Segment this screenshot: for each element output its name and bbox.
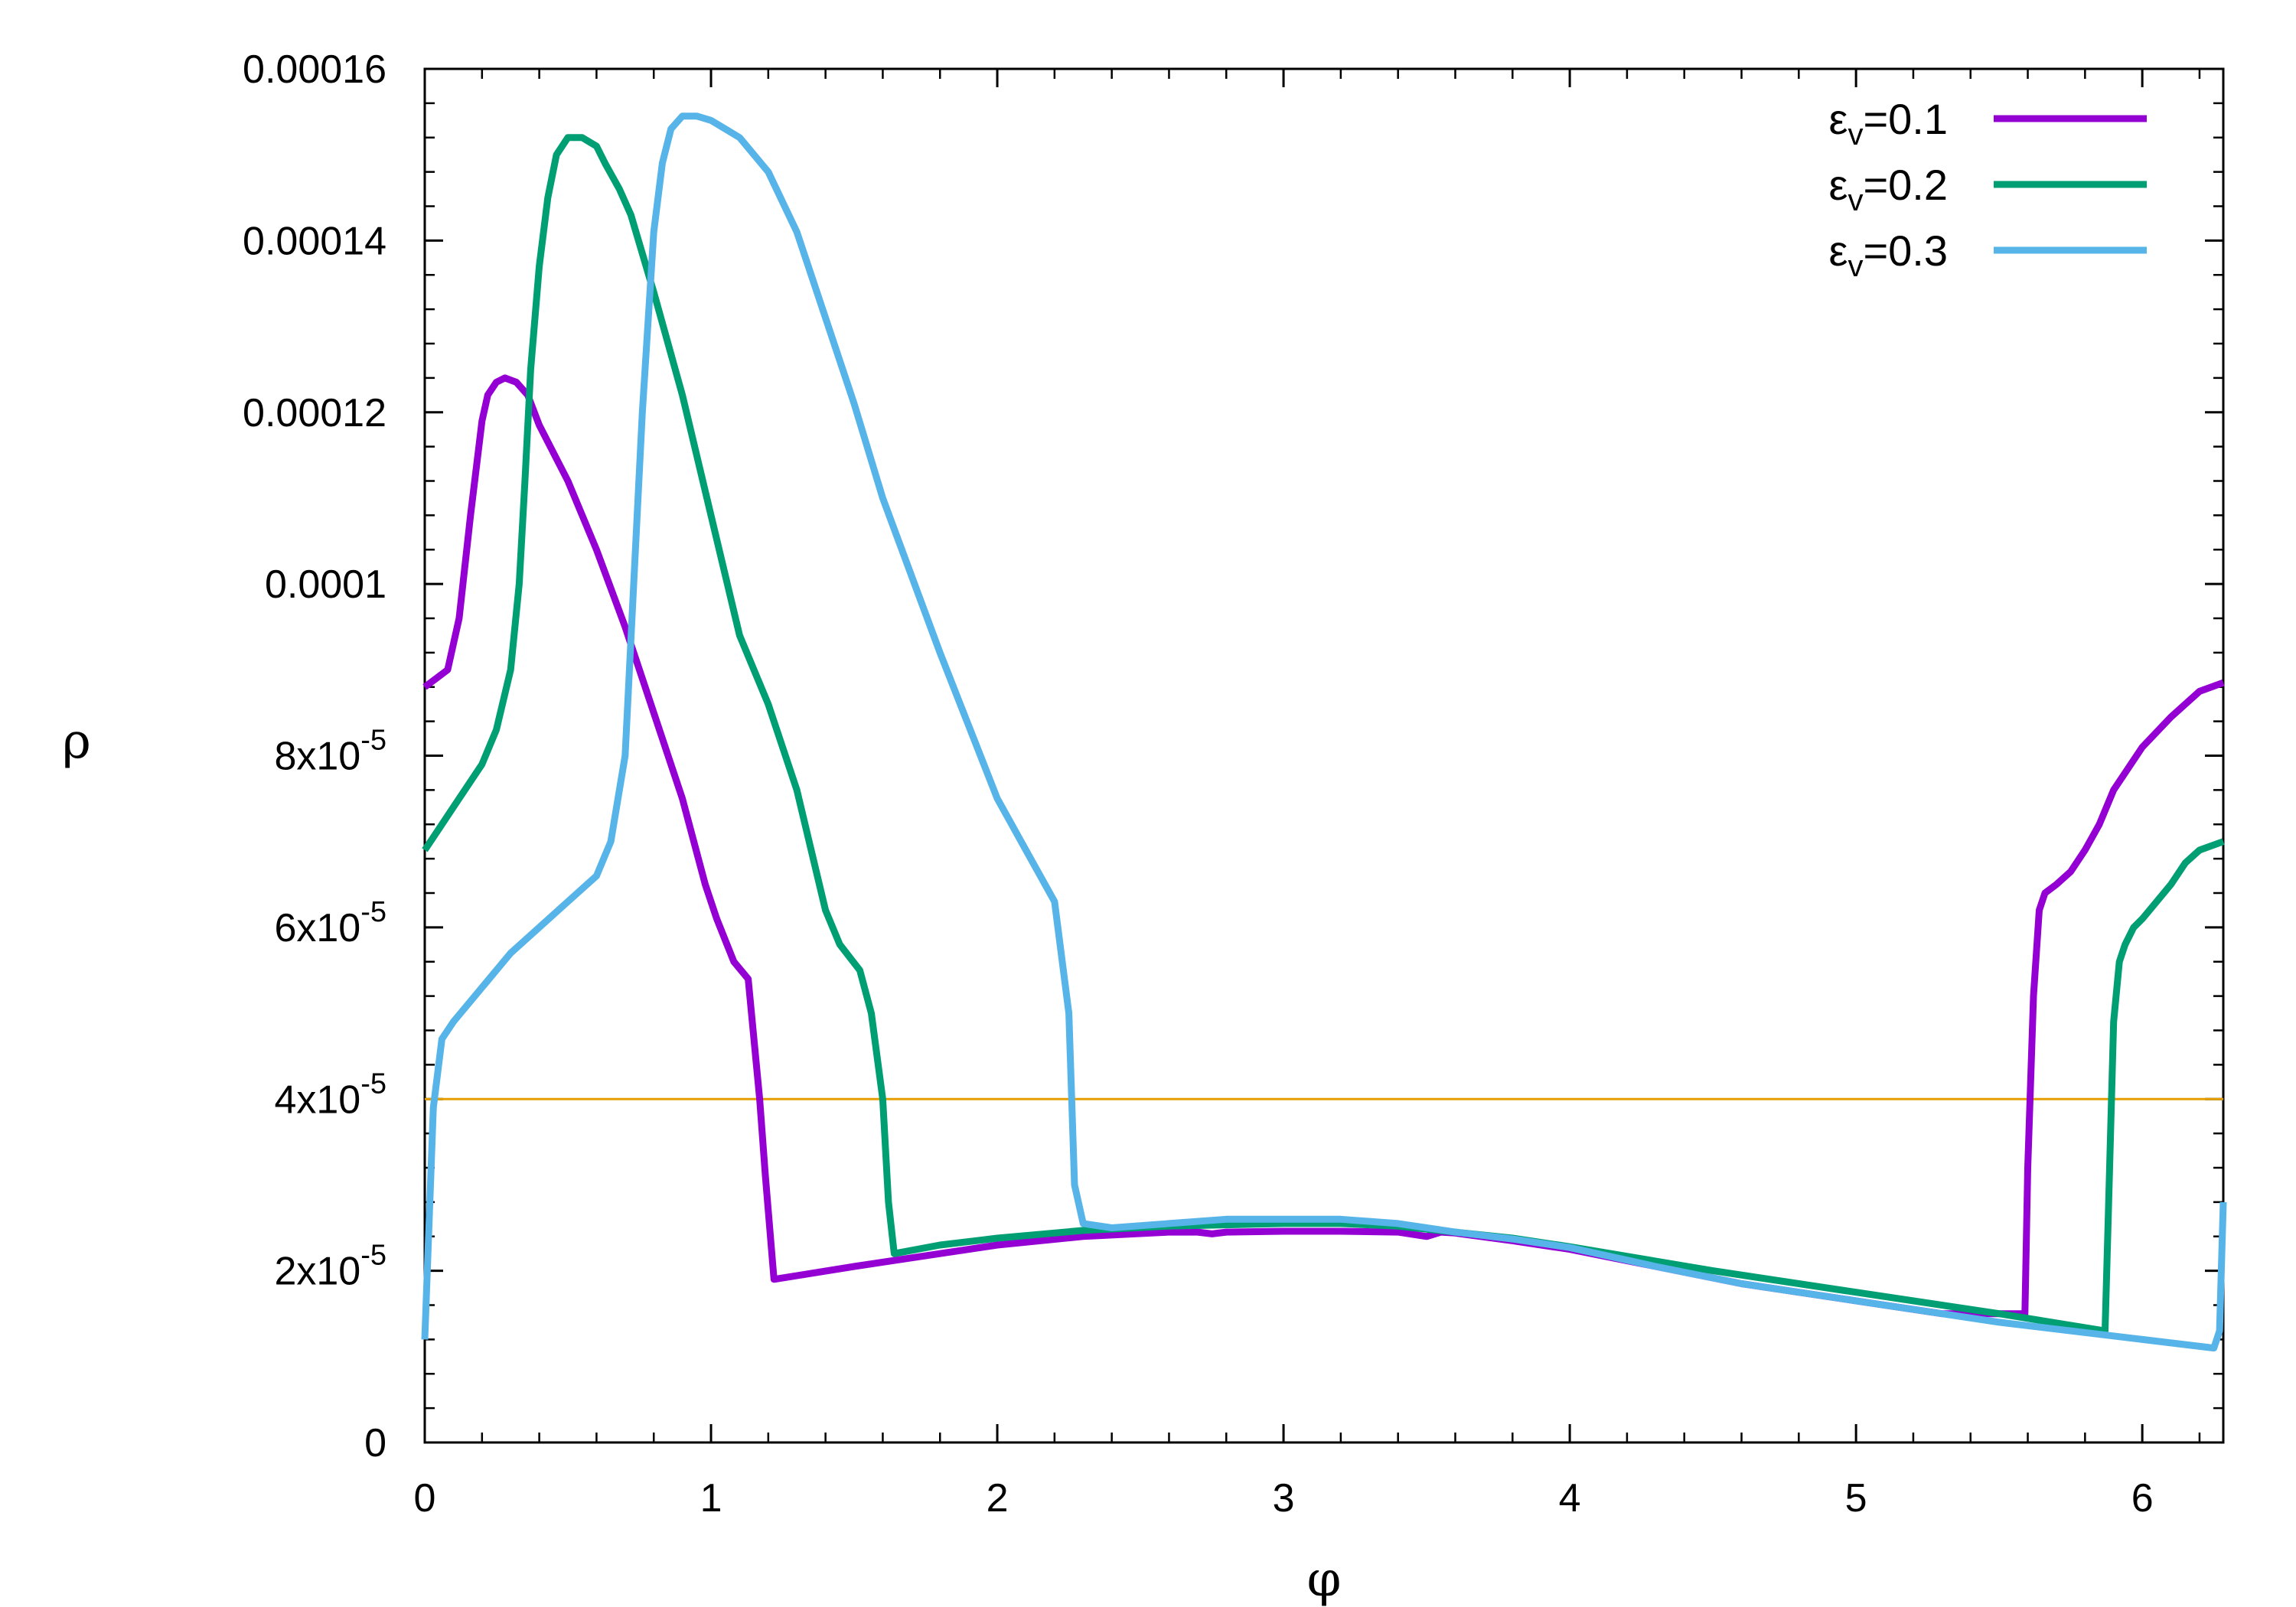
x-tick-label: 1 [700, 1476, 722, 1521]
legend-value: =0.2 [1863, 161, 1948, 209]
y-tick-label: 2x10-5 [274, 1240, 386, 1294]
legend-symbol: ε [1828, 161, 1848, 209]
y-tick-exponent: -5 [360, 1068, 386, 1100]
x-tick-label: 2 [987, 1476, 1009, 1521]
x-tick-label: 3 [1273, 1476, 1295, 1521]
y-tick-exponent: -5 [360, 896, 386, 928]
legend-subscript: v [1848, 249, 1863, 283]
series-line-3 [421, 112, 2227, 1352]
series-line-2 [422, 134, 2225, 1335]
x-axis-label: φ [1307, 1551, 1342, 1607]
legend-value: =0.1 [1863, 95, 1948, 143]
y-tick-label: 4x10-5 [274, 1068, 386, 1122]
plot-frame [423, 67, 2225, 1444]
legend-subscript: v [1848, 184, 1863, 217]
x-tick-label: 5 [1845, 1476, 1867, 1521]
legend-value: =0.3 [1863, 227, 1948, 275]
y-tick-mantissa: 4x10 [274, 1077, 360, 1122]
y-tick-exponent: -5 [360, 1240, 386, 1272]
series-line-1 [422, 374, 2225, 1318]
y-tick-mantissa: 2x10 [274, 1250, 360, 1294]
axis-ticks [423, 67, 2223, 1444]
y-axis-label: ρ [62, 713, 91, 770]
x-tick-label: 4 [1559, 1476, 1581, 1521]
y-tick-label: 0 [364, 1421, 386, 1465]
x-tick-label: 0 [414, 1476, 436, 1521]
legend-label-1: εv=0.1 [1828, 95, 1948, 152]
legend-label-3: εv=0.3 [1828, 227, 1948, 283]
y-tick-exponent: -5 [360, 725, 386, 757]
y-tick-mantissa: 8x10 [274, 735, 360, 779]
y-tick-label: 0.00012 [243, 391, 386, 435]
x-tick-label: 6 [2131, 1476, 2154, 1521]
legend-label-2: εv=0.2 [1828, 161, 1948, 217]
legend-symbol: ε [1828, 95, 1848, 143]
legend-subscript: v [1848, 118, 1863, 152]
tick-labels: 0 1 2 3 4 5 602x10-54x10-56x10-58x10-50.00010.… [243, 47, 2154, 1521]
legend: εv=0.1εv=0.2εv=0.3 [1828, 95, 2147, 283]
y-tick-label: 8x10-5 [274, 725, 386, 779]
legend-symbol: ε [1828, 227, 1848, 275]
y-tick-label: 0.0001 [265, 562, 386, 607]
y-tick-label: 6x10-5 [274, 896, 386, 950]
series-layer [421, 112, 2227, 1352]
y-tick-mantissa: 6x10 [274, 906, 360, 950]
y-tick-label: 0.00016 [243, 47, 386, 92]
y-tick-label: 0.00014 [243, 219, 386, 263]
